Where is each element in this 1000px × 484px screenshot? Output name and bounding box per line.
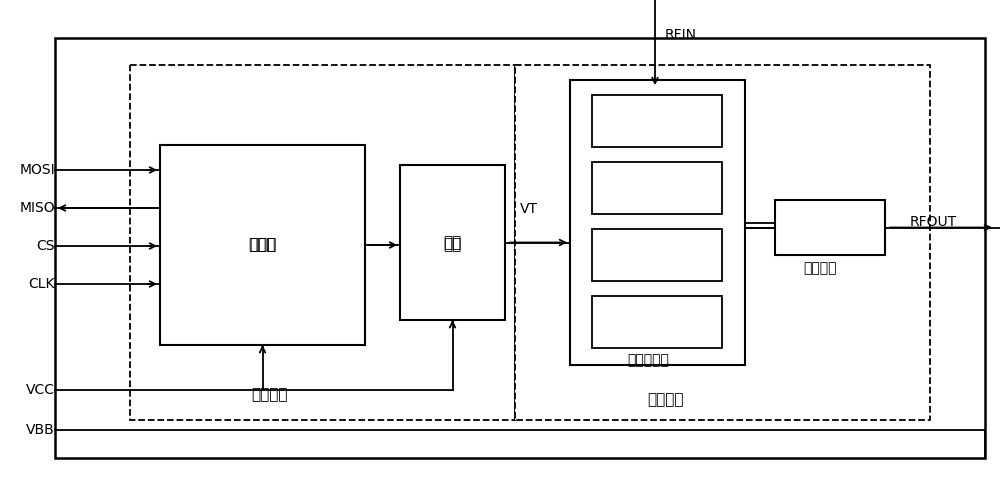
Text: RFOUT: RFOUT: [910, 215, 957, 229]
Bar: [570, 80, 745, 365]
Bar: [515, 65, 930, 420]
Bar: [592, 296, 722, 348]
Text: VT: VT: [520, 202, 538, 216]
Text: 单片机: 单片机: [248, 238, 276, 253]
Text: 单片机: 单片机: [249, 238, 276, 253]
Text: 数控电路: 数控电路: [252, 388, 288, 403]
Bar: [160, 145, 365, 345]
Bar: [130, 65, 515, 420]
Text: MISO: MISO: [19, 201, 55, 215]
Text: 滤波电路: 滤波电路: [647, 393, 683, 408]
Text: VCC: VCC: [26, 383, 55, 397]
Bar: [592, 162, 722, 214]
Text: MOSI: MOSI: [19, 163, 55, 177]
Bar: [592, 229, 722, 281]
Bar: [775, 200, 885, 255]
Text: 变容二极管: 变容二极管: [627, 353, 669, 367]
Bar: [400, 165, 505, 320]
Text: CS: CS: [36, 239, 55, 253]
Bar: [592, 95, 722, 147]
Bar: [55, 38, 985, 458]
Text: CLK: CLK: [28, 277, 55, 291]
Text: 运放: 运放: [443, 238, 461, 253]
Text: 运放: 运放: [443, 235, 462, 250]
Text: VBB: VBB: [26, 423, 55, 437]
Text: RFIN: RFIN: [665, 28, 697, 42]
Text: 贴片电感: 贴片电感: [803, 261, 837, 275]
